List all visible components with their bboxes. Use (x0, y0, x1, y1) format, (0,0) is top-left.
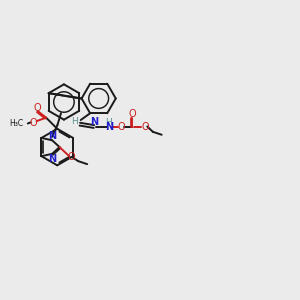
Text: H: H (71, 117, 78, 126)
Text: O: O (128, 109, 136, 119)
Text: N: N (105, 122, 113, 131)
Text: N: N (90, 117, 98, 128)
Text: O: O (34, 103, 41, 112)
Text: O: O (117, 122, 125, 131)
Text: H: H (105, 118, 112, 127)
Text: O: O (68, 152, 75, 162)
Text: O: O (141, 122, 149, 131)
Text: N: N (48, 154, 56, 164)
Text: N: N (48, 130, 56, 141)
Text: O: O (29, 118, 37, 128)
Text: H₃C: H₃C (9, 119, 23, 128)
